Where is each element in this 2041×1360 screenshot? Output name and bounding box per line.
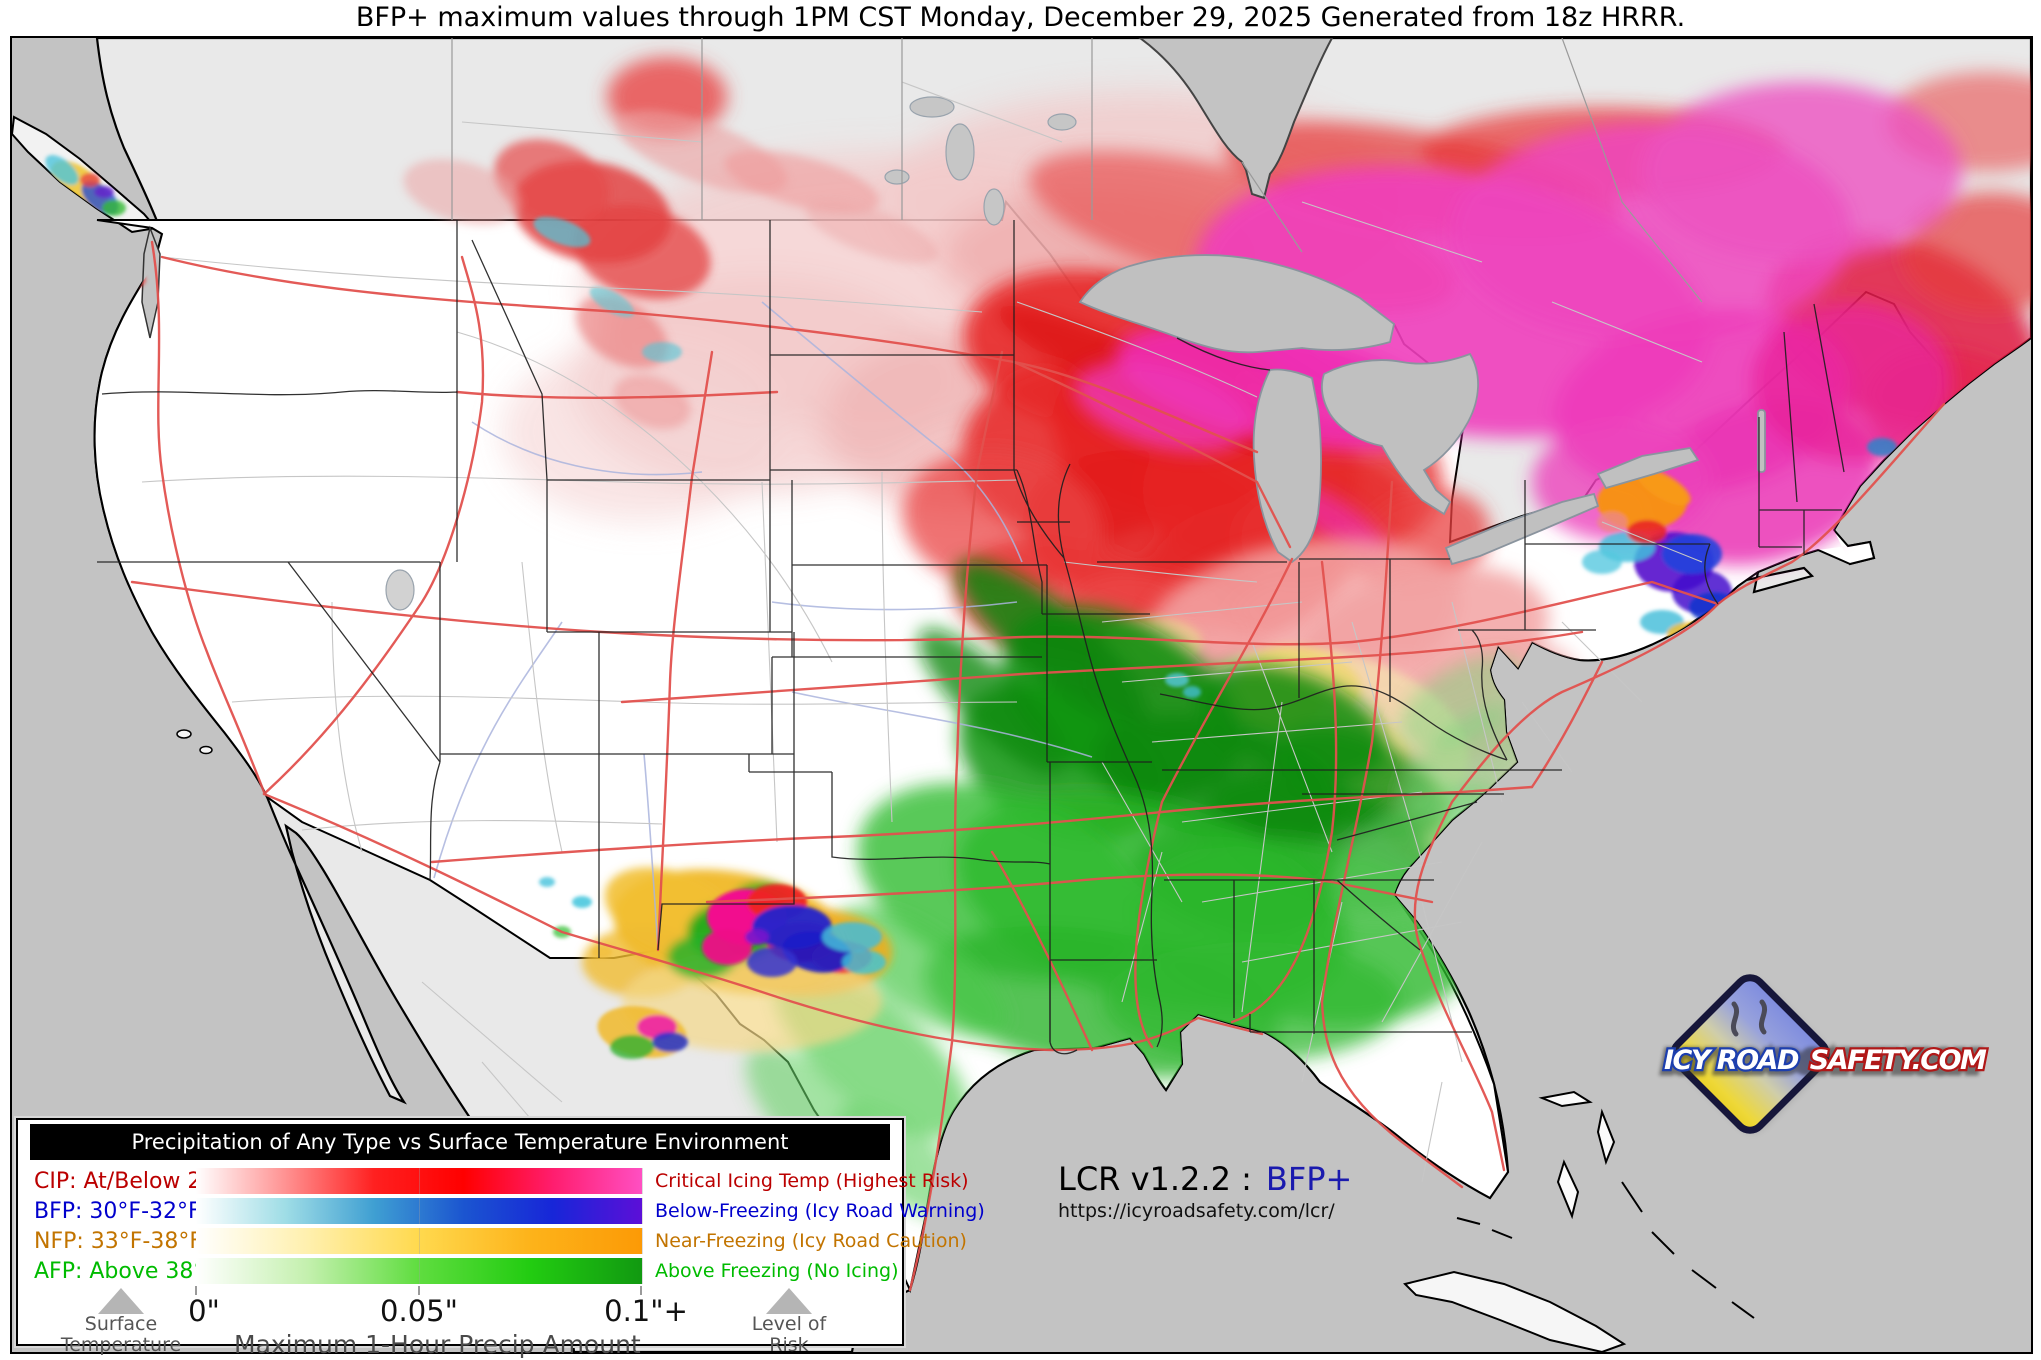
bfp-risk-label: Below-Freezing (Icy Road Warning) xyxy=(655,1200,985,1222)
cip-label: CIP: At/Below 29°F/-2°C xyxy=(34,1168,295,1194)
icyroadsafety-logo: ICY ROAD SAFETY.COM ICY ROAD SAFETY.COM xyxy=(1660,974,1991,1134)
state-borders xyxy=(97,220,1845,1055)
channel-island xyxy=(176,729,192,739)
tick-mark xyxy=(418,1286,420,1295)
great-lakes xyxy=(1078,254,1766,566)
nfp-risk-label: Near-Freezing (Icy Road Caution) xyxy=(655,1230,967,1252)
canadian-lakes xyxy=(884,96,1077,226)
legend-box: Precipitation of Any Type vs Surface Tem… xyxy=(16,1118,985,1359)
logo-text-icy-road: ICY ROAD xyxy=(1664,1045,1799,1076)
up-arrow-icon xyxy=(766,1288,812,1314)
cuba xyxy=(1403,1270,1627,1352)
mode-label: BFP+ xyxy=(1265,1160,1353,1198)
legend-row-afp: AFP: Above 38°F/33°C Above Freezing (No … xyxy=(18,1256,902,1286)
bahamas xyxy=(1456,1090,1755,1319)
afp-risk-label: Above Freezing (No Icing) xyxy=(655,1260,899,1282)
afp-label: AFP: Above 38°F/33°C xyxy=(34,1258,279,1284)
level-of-risk-axis: Level of Risk xyxy=(734,1288,844,1356)
steam-icon xyxy=(1730,999,1768,1037)
attribution: LCR v1.2.2 : BFP+ https://icyroadsafety.c… xyxy=(1058,1160,1352,1222)
lake-huron xyxy=(1321,352,1479,516)
precip-axis-label: Maximum 1-Hour Precip Amount xyxy=(234,1330,641,1359)
logo-text-safety: SAFETY.COM xyxy=(1810,1045,1987,1076)
app-version: LCR v1.2.2 : BFP+ xyxy=(1058,1160,1352,1198)
tick-01plus: 0.1"+ xyxy=(604,1294,688,1328)
legend-header: Precipitation of Any Type vs Surface Tem… xyxy=(30,1124,890,1160)
lake-ontario xyxy=(1596,447,1700,490)
cip-risk-label: Critical Icing Temp (Highest Risk) xyxy=(655,1170,969,1192)
province-borders xyxy=(451,38,1703,303)
rivers xyxy=(433,301,1093,949)
us-precipitation-map: ICY ROAD SAFETY.COM ICY ROAD SAFETY.COM P… xyxy=(10,36,2033,1359)
secondary-roads xyxy=(141,81,1703,1329)
app-version-label: LCR v1.2.2 : xyxy=(1058,1160,1252,1198)
risk-axis-label: Level of Risk xyxy=(751,1313,827,1356)
nfp-label: NFP: 33°F-38°F xyxy=(34,1228,203,1254)
tick-mark xyxy=(195,1286,197,1295)
page-title: BFP+ maximum values through 1PM CST Mond… xyxy=(355,2,1686,33)
afp-gradient-bar xyxy=(196,1258,643,1284)
lake-superior xyxy=(1078,254,1396,354)
legend-axis: 0" 0.05" 0.1"+ Maximum 1-Hour Precip Amo… xyxy=(18,1286,902,1360)
bfp-label: BFP: 30°F-32°F xyxy=(34,1198,201,1224)
surface-axis-label: Surface Temperature xyxy=(60,1313,182,1356)
map-canvas: ICY ROAD SAFETY.COM ICY ROAD SAFETY.COM xyxy=(12,38,2031,1352)
svg-text:ICY ROAD SAFETY.CO: ICY ROAD SAFETY.COM xyxy=(1664,1045,1987,1076)
lake-erie xyxy=(1444,492,1600,566)
lake-champlain xyxy=(1757,409,1766,473)
hudson-bay xyxy=(1138,38,1334,200)
tick-mark xyxy=(640,1286,642,1295)
legend-row-cip: CIP: At/Below 29°F/-2°C Critical Icing T… xyxy=(18,1166,969,1196)
lake-michigan xyxy=(1252,368,1322,564)
channel-island xyxy=(199,745,213,755)
puget-sound xyxy=(141,225,161,339)
bfp-gradient-bar xyxy=(196,1198,643,1224)
nfp-gradient-bar xyxy=(196,1228,643,1254)
legend-row-nfp: NFP: 33°F-38°F Near-Freezing (Icy Road C… xyxy=(18,1226,967,1256)
tick-005: 0.05" xyxy=(380,1294,458,1328)
attribution-url: https://icyroadsafety.com/lcr/ xyxy=(1058,1200,1335,1222)
legend-row-bfp: BFP: 30°F-32°F Below-Freezing (Icy Road … xyxy=(18,1196,985,1226)
cip-gradient-bar xyxy=(196,1168,643,1194)
interstate-roads xyxy=(130,240,1946,1292)
tick-0: 0" xyxy=(188,1294,220,1328)
surface-temperature-axis: Surface Temperature xyxy=(46,1288,196,1356)
great-salt-lake xyxy=(385,569,415,611)
up-arrow-icon xyxy=(98,1288,144,1314)
